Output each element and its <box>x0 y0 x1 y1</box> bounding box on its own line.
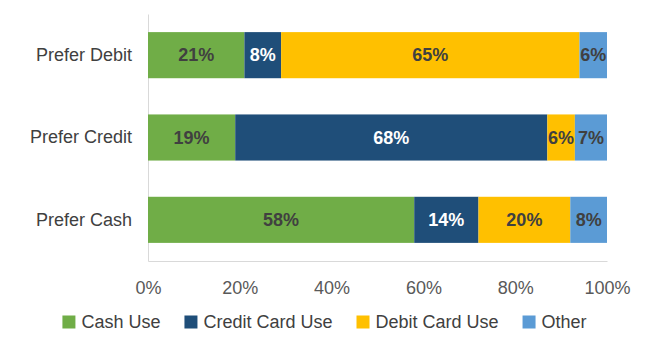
legend-label: Debit Card Use <box>376 312 499 332</box>
bar <box>547 114 575 160</box>
legend-label: Cash Use <box>81 312 160 332</box>
x-tick: 60% <box>406 261 442 298</box>
data-label: 20% <box>506 210 542 230</box>
bar <box>281 32 579 78</box>
x-tick-label: 40% <box>314 278 350 298</box>
series <box>281 32 579 243</box>
bar <box>244 32 281 78</box>
y-tick: Prefer Credit <box>30 127 148 147</box>
bar <box>414 197 478 243</box>
data-labels: 21%19%58%8%68%14%65%6%20%6%7%8% <box>174 45 607 230</box>
y-tick: Prefer Debit <box>36 45 148 65</box>
data-label: 19% <box>174 128 210 148</box>
data-label: 14% <box>428 210 464 230</box>
x-tick: 40% <box>314 261 350 298</box>
legend: Cash Use Credit Card Use Debit Card Use Oth… <box>62 312 586 332</box>
legend-swatch <box>62 316 75 329</box>
data-label: 58% <box>263 210 299 230</box>
bar <box>148 32 244 78</box>
x-tick-label: 80% <box>498 278 534 298</box>
x-axis-line <box>149 261 608 262</box>
bar <box>235 114 547 160</box>
data-label: 8% <box>250 45 276 65</box>
y-tick-label: Prefer Cash <box>36 210 132 230</box>
x-tick: 100% <box>584 261 630 298</box>
legend-label: Other <box>542 312 587 332</box>
legend-label: Credit Card Use <box>203 312 332 332</box>
data-label: 6% <box>580 45 606 65</box>
legend-item: Debit Card Use <box>357 312 499 332</box>
y-axis: Prefer Debit Prefer Credit Prefer Cash <box>30 15 149 262</box>
legend-item: Cash Use <box>62 312 160 332</box>
y-tick-label: Prefer Credit <box>30 127 132 147</box>
data-label: 68% <box>373 128 409 148</box>
bar <box>148 197 414 243</box>
plot: 0% 20% 40% 60% 80% 100% Prefer Debit Prefer Cre… <box>30 15 631 298</box>
y-tick: Prefer Cash <box>36 210 148 230</box>
data-label: 7% <box>578 128 604 148</box>
x-tick-label: 20% <box>222 278 258 298</box>
bar <box>478 197 570 243</box>
chart: 0% 20% 40% 60% 80% 100% Prefer Debit Prefer Cre… <box>0 0 649 346</box>
x-tick: 0% <box>135 261 161 298</box>
bar <box>148 114 235 160</box>
bar <box>570 197 607 243</box>
bars <box>148 32 607 243</box>
data-label: 65% <box>412 45 448 65</box>
series <box>570 32 607 243</box>
x-tick: 80% <box>498 261 534 298</box>
x-tick-label: 60% <box>406 278 442 298</box>
data-label: 6% <box>548 128 574 148</box>
y-tick-label: Prefer Debit <box>36 45 132 65</box>
legend-item: Credit Card Use <box>184 312 332 332</box>
x-tick: 20% <box>222 261 258 298</box>
bar <box>579 32 607 78</box>
data-label: 21% <box>178 45 214 65</box>
x-tick-label: 0% <box>135 278 161 298</box>
x-axis: 0% 20% 40% 60% 80% 100% <box>135 261 630 298</box>
bar <box>575 114 607 160</box>
legend-swatch <box>523 316 536 329</box>
legend-swatch <box>357 316 370 329</box>
legend-item: Other <box>523 312 587 332</box>
legend-swatch <box>184 316 197 329</box>
x-tick-label: 100% <box>584 278 630 298</box>
data-label: 8% <box>576 210 602 230</box>
